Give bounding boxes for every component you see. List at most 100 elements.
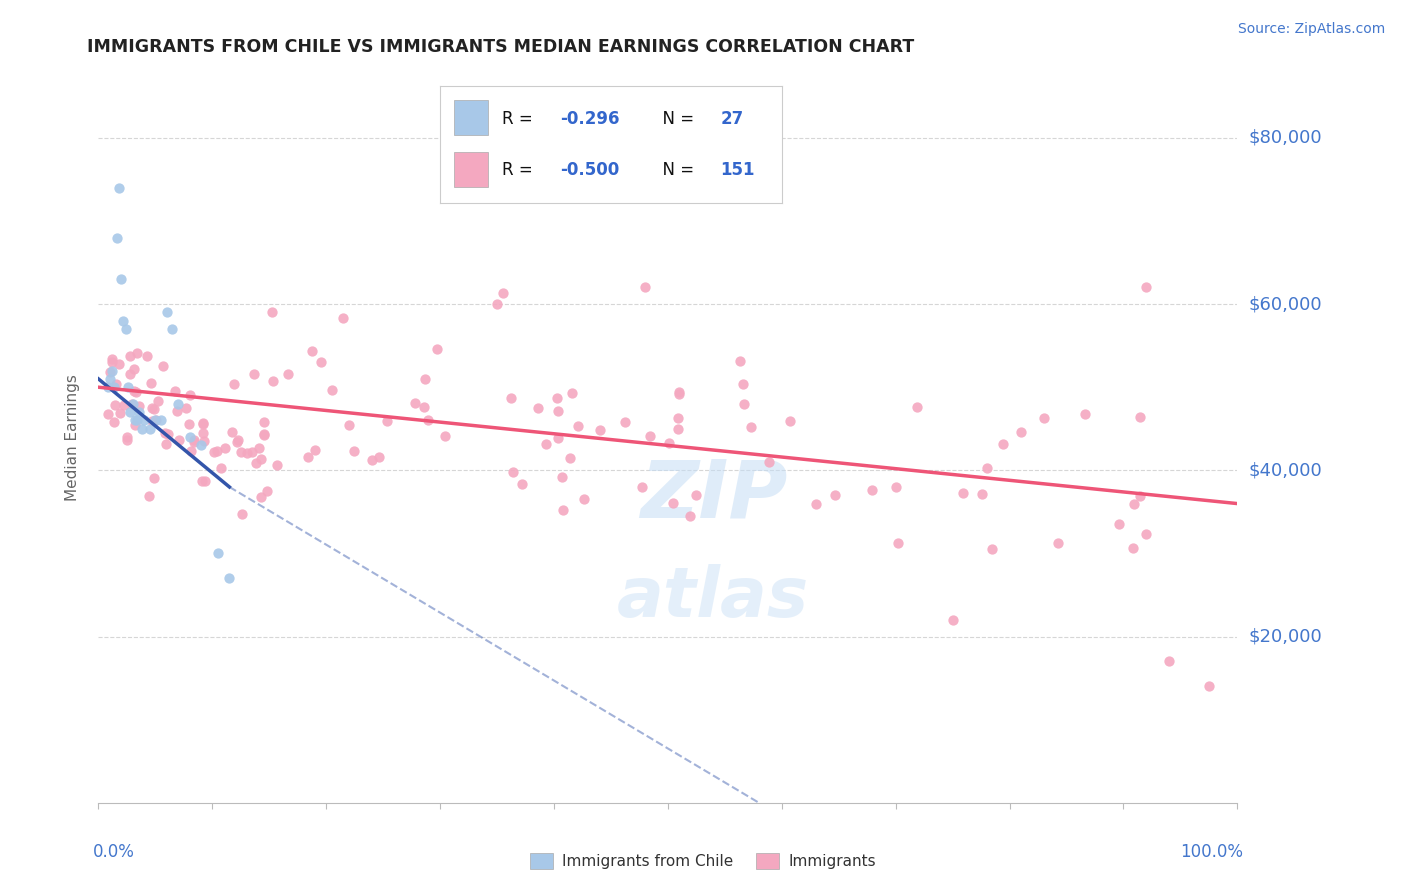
- Point: [499, 391, 522, 405]
- Point: [146, 394, 169, 409]
- Point: [551, 470, 574, 484]
- Point: [502, 466, 524, 480]
- Point: [418, 413, 440, 427]
- Point: [96, 380, 118, 394]
- Point: [1010, 425, 1032, 439]
- Point: [668, 387, 690, 401]
- Point: [138, 422, 160, 436]
- Point: [104, 398, 127, 412]
- Point: [1129, 410, 1152, 425]
- Point: [343, 444, 366, 458]
- Point: [145, 413, 167, 427]
- Point: [368, 450, 391, 464]
- Text: IMMIGRANTS FROM CHILE VS IMMIGRANTS MEDIAN EARNINGS CORRELATION CHART: IMMIGRANTS FROM CHILE VS IMMIGRANTS MEDI…: [87, 38, 914, 56]
- Point: [668, 385, 690, 400]
- Point: [141, 401, 163, 415]
- Point: [321, 384, 343, 398]
- Point: [193, 425, 215, 440]
- Point: [114, 322, 136, 336]
- Point: [132, 413, 155, 427]
- Point: [243, 367, 266, 381]
- Point: [183, 435, 205, 450]
- Text: $20,000: $20,000: [1249, 628, 1322, 646]
- Point: [309, 355, 332, 369]
- Point: [190, 438, 212, 452]
- Point: [1198, 680, 1220, 694]
- Point: [413, 372, 436, 386]
- Point: [194, 474, 217, 488]
- Point: [165, 384, 187, 398]
- Point: [191, 474, 214, 488]
- Point: [120, 405, 142, 419]
- Point: [730, 353, 752, 368]
- Point: [412, 400, 434, 414]
- Point: [143, 471, 166, 485]
- Point: [804, 497, 827, 511]
- Text: $60,000: $60,000: [1249, 295, 1322, 313]
- Point: [205, 443, 228, 458]
- Point: [103, 415, 125, 429]
- Point: [976, 461, 998, 475]
- Point: [214, 441, 236, 455]
- Point: [155, 436, 177, 450]
- Point: [527, 401, 550, 416]
- Point: [1135, 280, 1157, 294]
- Point: [553, 503, 575, 517]
- Point: [112, 398, 135, 412]
- Point: [304, 443, 326, 458]
- Point: [905, 400, 928, 414]
- Point: [143, 401, 166, 416]
- Point: [105, 230, 128, 244]
- Point: [96, 407, 118, 421]
- Point: [733, 376, 755, 391]
- Point: [733, 397, 755, 411]
- Point: [1033, 411, 1056, 425]
- Point: [262, 375, 284, 389]
- Point: [277, 367, 299, 381]
- Point: [141, 414, 163, 428]
- Point: [572, 491, 595, 506]
- Point: [332, 310, 354, 325]
- Point: [108, 180, 131, 194]
- Point: [174, 401, 197, 416]
- Legend: Immigrants from Chile, Immigrants: Immigrants from Chile, Immigrants: [524, 847, 882, 875]
- Point: [167, 397, 190, 411]
- Point: [740, 419, 762, 434]
- Point: [1108, 516, 1130, 531]
- Point: [887, 536, 910, 550]
- Point: [666, 421, 689, 435]
- Point: [547, 431, 569, 445]
- Point: [183, 433, 205, 447]
- Point: [231, 507, 253, 521]
- Point: [613, 415, 636, 429]
- Point: [252, 415, 274, 429]
- Y-axis label: Median Earnings: Median Earnings: [65, 374, 80, 500]
- Point: [98, 372, 121, 386]
- Point: [127, 346, 149, 360]
- Point: [98, 365, 121, 379]
- Point: [375, 413, 398, 427]
- Point: [101, 355, 124, 369]
- Point: [860, 483, 883, 497]
- Point: [169, 434, 191, 448]
- Point: [226, 433, 249, 447]
- Point: [301, 344, 323, 359]
- Point: [103, 380, 125, 394]
- Point: [139, 376, 162, 390]
- Point: [112, 314, 135, 328]
- Point: [404, 395, 426, 409]
- Point: [209, 460, 232, 475]
- Point: [1122, 541, 1144, 555]
- Point: [1157, 655, 1180, 669]
- Text: Source: ZipAtlas.com: Source: ZipAtlas.com: [1237, 22, 1385, 37]
- Point: [128, 405, 150, 419]
- Point: [128, 399, 150, 413]
- Point: [207, 546, 229, 560]
- Point: [638, 429, 661, 443]
- Point: [1129, 489, 1152, 503]
- Point: [266, 458, 288, 472]
- Point: [117, 433, 139, 447]
- Text: $40,000: $40,000: [1249, 461, 1322, 479]
- Point: [666, 411, 689, 425]
- Point: [110, 406, 132, 420]
